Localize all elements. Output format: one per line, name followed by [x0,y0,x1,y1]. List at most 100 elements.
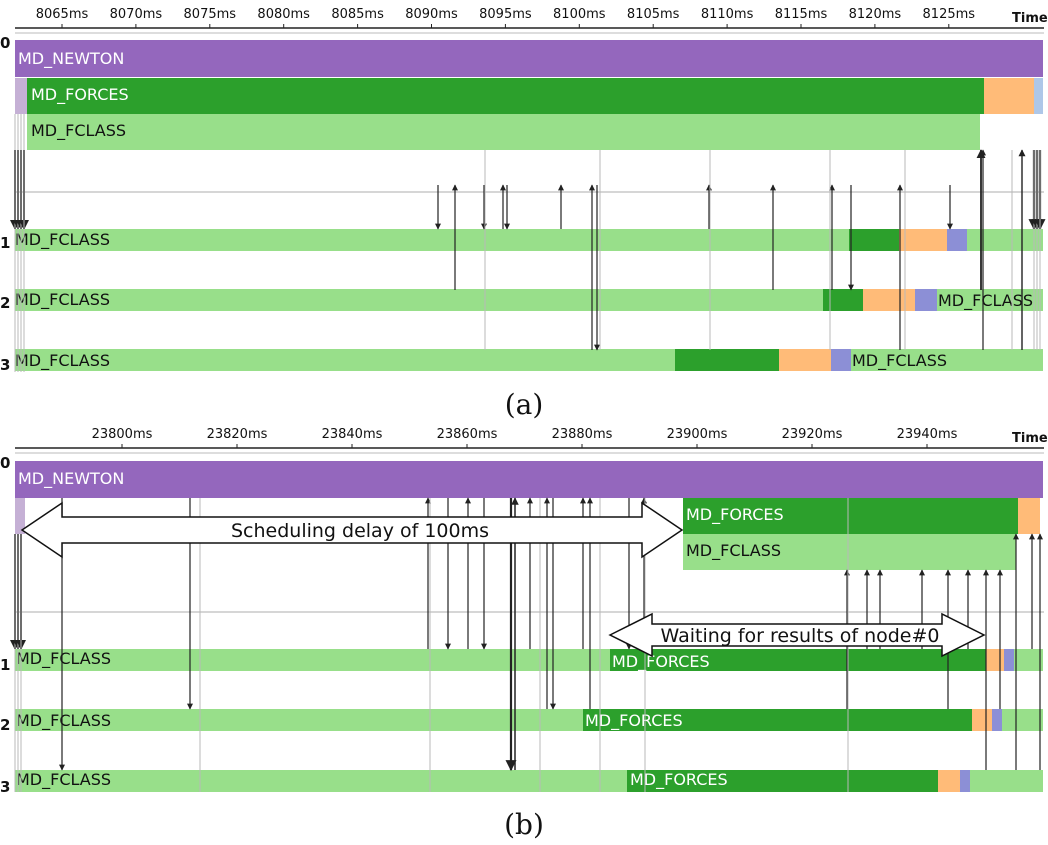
bar-label-md-fclass: MD_FCLASS [938,291,1033,311]
tick-label: 23820ms [207,427,268,442]
bar-label-md-forces: MD_FORCES [612,652,710,672]
annotation-scheduling-delay: Scheduling delay of 100ms [20,501,684,559]
segment-wait [938,770,960,792]
tick-group-a: 8065ms 8070ms 8075ms 8080ms 8085ms 8090ms 8095… [36,7,976,28]
bar-md-fclass[interactable] [683,534,1016,570]
segment-comm [915,289,937,311]
tick-label: 23940ms [897,427,958,442]
bar-label-md-forces: MD_FORCES [31,85,129,105]
tick-label: 8095ms [479,7,532,22]
bar-md-fclass[interactable] [970,770,1043,792]
tick-label: 8115ms [775,7,828,22]
bar-md-fclass[interactable] [15,229,849,251]
bar-md-forces[interactable] [683,498,1018,534]
bar-md-forces[interactable] [610,649,986,671]
row-label-2: 2 [0,294,10,312]
tick-label: 8125ms [923,7,976,22]
segment-wait [1018,498,1040,534]
segment-comm [992,709,1002,731]
double-arrow-shape [20,501,684,559]
bar-md-forces[interactable] [583,709,972,731]
bar-label-md-newton: MD_NEWTON [18,469,124,489]
bar-md-fclass[interactable] [27,114,980,150]
segment-comm [960,770,970,792]
bar-label-md-fclass: MD_FCLASS [15,351,110,371]
segment-comm [1034,78,1043,114]
bar-md-newton[interactable] [15,40,1043,77]
bar-md-forces[interactable] [675,349,779,371]
bar-label-md-fclass: MD_FCLASS [852,351,947,371]
bar-md-forces[interactable] [27,78,984,114]
segment-wait [779,349,831,371]
row-label-1: 1 [0,656,10,674]
bar-label-md-fclass: MD_FCLASS [15,290,110,310]
row-label-0: 0 [0,34,10,52]
tick-label: 8075ms [184,7,237,22]
tick-label: 8065ms [36,7,89,22]
tick-label: 23880ms [552,427,613,442]
bar-md-fclass[interactable] [967,229,1043,251]
row-label-0: 0 [0,454,10,472]
time-axis-b: 23800ms 23820ms 23840ms 23860ms 23880ms 23900… [15,427,1048,454]
tick-label: 8070ms [110,7,163,22]
annotation-waiting: Waiting for results of node#0 [608,612,986,658]
message-arrows-a [10,114,1046,372]
bar-md-fclass[interactable] [937,289,1043,311]
bar-label-md-forces: MD_FORCES [585,711,683,731]
segment-wait [899,229,947,251]
bar-label-md-fclass: MD_FCLASS [15,230,110,250]
bar-md-fclass[interactable] [851,349,1043,371]
bar-md-fclass[interactable] [15,709,583,731]
tick-group-b: 23800ms 23820ms 23840ms 23860ms 23880ms 23900… [92,427,958,448]
bar-md-fclass[interactable] [15,289,823,311]
time-label: Time [1012,11,1048,26]
panel-a: 8065ms 8070ms 8075ms 8080ms 8085ms 8090ms 8095… [0,7,1048,421]
double-arrow-shape [608,612,986,658]
tick-label: 8110ms [701,7,754,22]
bar-label-md-forces: MD_FORCES [630,770,728,790]
bar-md-fclass[interactable] [15,649,610,671]
caption-b: (b) [504,808,544,841]
tick-label: 23840ms [322,427,383,442]
segment-comm [15,498,25,534]
bar-md-forces[interactable] [627,770,938,792]
time-axis-a: 8065ms 8070ms 8075ms 8080ms 8085ms 8090ms 8095… [15,7,1048,34]
tick-label: 23800ms [92,427,153,442]
bar-label-md-fclass: MD_FCLASS [16,770,111,790]
bar-md-newton[interactable] [15,461,1043,498]
tick-label: 8120ms [849,7,902,22]
bar-md-forces[interactable] [849,229,899,251]
tick-label: 8090ms [405,7,458,22]
segment-comm [947,229,967,251]
bar-md-forces[interactable] [823,289,863,311]
tick-label: 23860ms [437,427,498,442]
segment-comm [831,349,851,371]
bar-md-fclass[interactable] [15,349,675,371]
bar-md-fclass[interactable] [1014,649,1043,671]
segment-comm [1004,649,1014,671]
tick-label: 8085ms [331,7,384,22]
row-label-1: 1 [0,234,10,252]
bar-label-md-fclass: MD_FCLASS [16,711,111,731]
bar-label-md-fclass: MD_FCLASS [31,121,126,141]
tick-label: 23900ms [667,427,728,442]
segment-wait [986,649,1004,671]
bar-label-md-forces: MD_FORCES [686,505,784,525]
tick-label: 8080ms [257,7,310,22]
segment-wait [863,289,915,311]
row-label-3: 3 [0,356,10,374]
bar-label-md-fclass: MD_FCLASS [686,541,781,561]
bar-md-fclass[interactable] [1002,709,1043,731]
bar-label-md-fclass: MD_FCLASS [16,649,111,669]
time-label: Time [1012,431,1048,446]
caption-a: (a) [505,388,544,421]
segment-wait [972,709,992,731]
row-label-2: 2 [0,716,10,734]
annotation-text: Scheduling delay of 100ms [231,520,489,542]
bar-md-fclass[interactable] [15,770,627,792]
annotation-text: Waiting for results of node#0 [661,625,940,647]
segment-comm [15,78,27,114]
bar-label-md-newton: MD_NEWTON [18,49,124,69]
row-label-3: 3 [0,778,10,796]
